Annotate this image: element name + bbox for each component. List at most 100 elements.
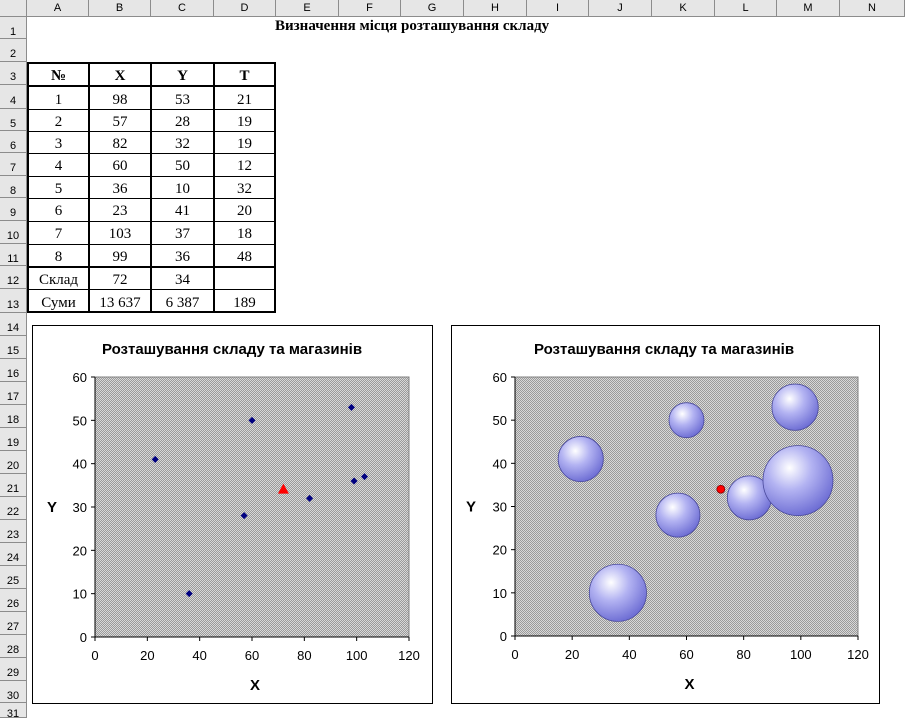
table-cell[interactable]: 41 [151, 198, 214, 221]
table-cell[interactable]: 60 [89, 153, 151, 176]
table-cell[interactable]: 50 [151, 153, 214, 176]
table-cell[interactable]: 57 [89, 109, 151, 131]
row-header-5[interactable]: 5 [0, 109, 27, 131]
row-header-28[interactable]: 28 [0, 635, 27, 658]
table-cell[interactable]: 37 [151, 221, 214, 244]
sheet-title[interactable]: Визначення місця розташування складу [275, 18, 550, 34]
store-bubble[interactable] [655, 492, 701, 538]
row-header-14[interactable]: 14 [0, 313, 27, 336]
table-cell[interactable]: № [27, 62, 89, 85]
row-header-20[interactable]: 20 [0, 451, 27, 474]
store-point[interactable] [306, 494, 314, 502]
store-point[interactable] [350, 477, 358, 485]
column-header-h[interactable]: H [464, 0, 527, 17]
table-cell[interactable]: 6 [27, 198, 89, 221]
column-header-k[interactable]: K [652, 0, 715, 17]
table-cell[interactable]: 82 [89, 131, 151, 153]
row-header-23[interactable]: 23 [0, 520, 27, 543]
store-point[interactable] [347, 403, 355, 411]
column-header-m[interactable]: M [777, 0, 840, 17]
table-cell[interactable]: X [89, 62, 151, 85]
table-cell[interactable]: 32 [214, 176, 276, 198]
table-cell[interactable]: 189 [214, 289, 276, 313]
table-cell[interactable]: 5 [27, 176, 89, 198]
row-header-22[interactable]: 22 [0, 497, 27, 520]
store-point[interactable] [248, 416, 256, 424]
row-header-10[interactable]: 10 [0, 221, 27, 244]
column-header-j[interactable]: J [589, 0, 652, 17]
chart-title[interactable]: Розташування складу та магазинів [102, 341, 362, 358]
row-header-11[interactable]: 11 [0, 244, 27, 266]
table-cell[interactable]: Склад [27, 266, 89, 289]
row-header-8[interactable]: 8 [0, 176, 27, 198]
table-cell[interactable]: 6 387 [151, 289, 214, 313]
store-point[interactable] [240, 512, 248, 520]
store-bubble[interactable] [668, 402, 705, 439]
table-cell[interactable]: 99 [89, 244, 151, 266]
row-header-25[interactable]: 25 [0, 566, 27, 589]
table-cell[interactable]: Суми [27, 289, 89, 313]
table-cell[interactable]: 3 [27, 131, 89, 153]
row-header-19[interactable]: 19 [0, 428, 27, 451]
row-header-6[interactable]: 6 [0, 131, 27, 153]
plot-area[interactable] [94, 376, 410, 638]
row-header-2[interactable]: 2 [0, 39, 27, 62]
row-header-30[interactable]: 30 [0, 681, 27, 703]
column-header-g[interactable]: G [401, 0, 464, 17]
table-cell[interactable]: 20 [214, 198, 276, 221]
column-header-b[interactable]: B [89, 0, 151, 17]
store-bubble[interactable] [588, 563, 647, 622]
table-cell[interactable]: 72 [89, 266, 151, 289]
table-cell[interactable]: 12 [214, 153, 276, 176]
table-cell[interactable]: 28 [151, 109, 214, 131]
store-point[interactable] [151, 455, 159, 463]
column-header-c[interactable]: C [151, 0, 214, 17]
row-header-24[interactable]: 24 [0, 543, 27, 566]
row-header-13[interactable]: 13 [0, 289, 27, 313]
table-cell[interactable]: 36 [89, 176, 151, 198]
table-cell[interactable]: 98 [89, 85, 151, 109]
column-header-f[interactable]: F [339, 0, 401, 17]
warehouse-point[interactable] [277, 483, 289, 494]
table-cell[interactable]: T [214, 62, 276, 85]
row-header-31[interactable]: 31 [0, 703, 27, 720]
table-cell[interactable]: 32 [151, 131, 214, 153]
row-header-18[interactable]: 18 [0, 405, 27, 428]
warehouse-bubble[interactable] [716, 484, 726, 494]
column-header-l[interactable]: L [715, 0, 777, 17]
column-header-n[interactable]: N [840, 0, 905, 17]
column-header-i[interactable]: I [527, 0, 589, 17]
table-cell[interactable]: 19 [214, 131, 276, 153]
table-cell[interactable]: 34 [151, 266, 214, 289]
table-cell[interactable]: 4 [27, 153, 89, 176]
row-header-4[interactable]: 4 [0, 85, 27, 109]
store-bubble[interactable] [771, 383, 819, 431]
select-all-corner[interactable] [0, 0, 27, 17]
row-header-3[interactable]: 3 [0, 62, 27, 85]
row-header-16[interactable]: 16 [0, 359, 27, 382]
row-header-26[interactable]: 26 [0, 589, 27, 612]
row-header-29[interactable]: 29 [0, 658, 27, 681]
table-cell[interactable]: 36 [151, 244, 214, 266]
row-header-21[interactable]: 21 [0, 474, 27, 497]
column-header-d[interactable]: D [214, 0, 276, 17]
table-cell[interactable]: 13 637 [89, 289, 151, 313]
table-cell[interactable]: 19 [214, 109, 276, 131]
row-header-7[interactable]: 7 [0, 153, 27, 176]
table-cell[interactable]: 10 [151, 176, 214, 198]
row-header-1[interactable]: 1 [0, 17, 27, 39]
table-cell[interactable]: 53 [151, 85, 214, 109]
table-cell[interactable]: 7 [27, 221, 89, 244]
row-header-15[interactable]: 15 [0, 336, 27, 359]
row-header-27[interactable]: 27 [0, 612, 27, 635]
table-cell[interactable]: 18 [214, 221, 276, 244]
table-cell[interactable]: Y [151, 62, 214, 85]
table-cell[interactable] [214, 266, 276, 289]
bubble-chart[interactable]: Розташування складу та магазинів 0 10 20 30 4… [451, 325, 880, 704]
table-cell[interactable]: 1 [27, 85, 89, 109]
row-header-12[interactable]: 12 [0, 266, 27, 289]
store-bubble[interactable] [557, 436, 604, 483]
table-cell[interactable]: 48 [214, 244, 276, 266]
column-header-e[interactable]: E [276, 0, 339, 17]
table-cell[interactable]: 21 [214, 85, 276, 109]
